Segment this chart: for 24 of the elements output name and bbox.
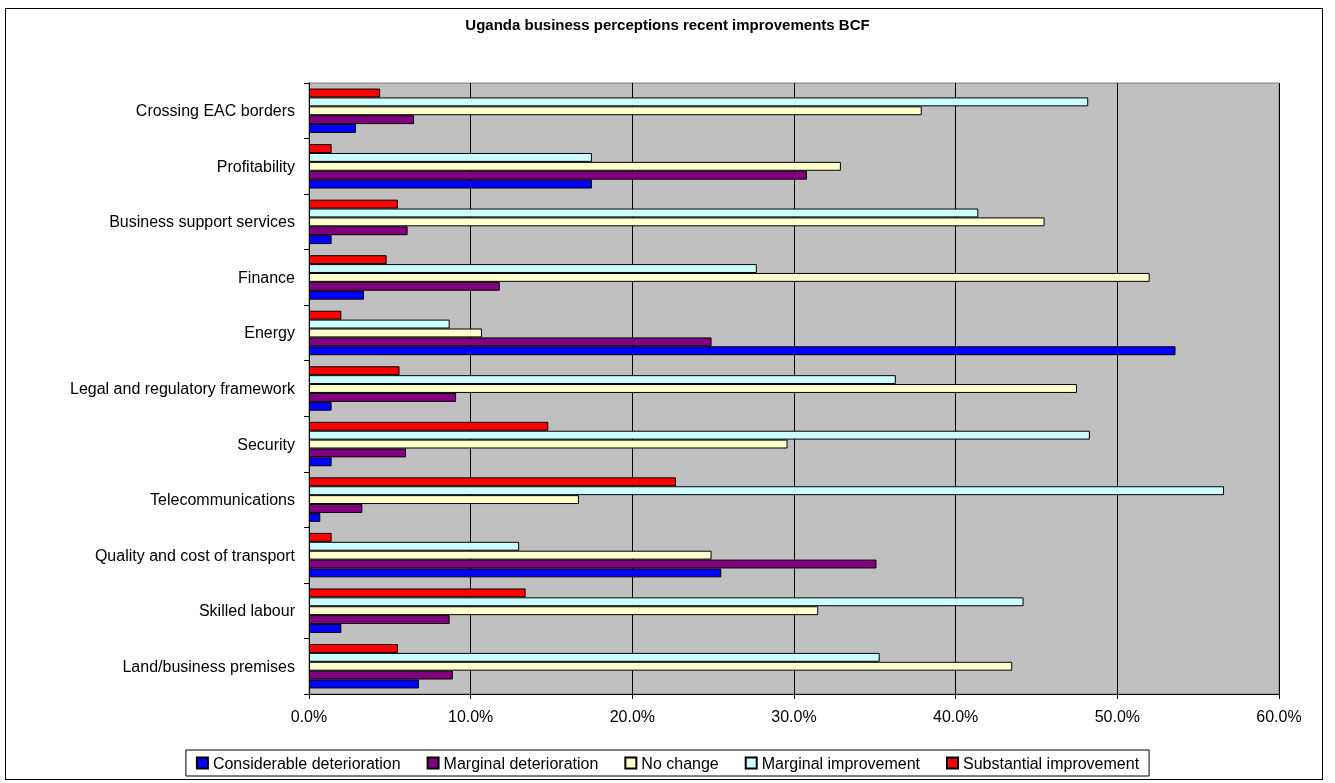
y-tick-label: Security [237,435,295,453]
y-tick-label: Finance [238,268,296,286]
y-tick-label: Business support services [109,213,295,231]
legend-label: Substantial improvement [963,754,1140,772]
x-tick-label: 30.0% [771,707,817,725]
y-tick-label: Land/business premises [122,657,295,675]
y-tick-label: Quality and cost of transport [94,546,296,564]
x-tick-label: 50.0% [1094,707,1141,725]
legend-label: No change [641,754,719,772]
y-tick-label: Skilled labour [198,602,296,620]
legend-label: Marginal improvement [761,754,921,772]
y-tick-label: Energy [244,324,295,342]
legend-label: Marginal deterioration [443,754,599,772]
x-tick-label: 60.0% [1256,707,1302,725]
legend-label: Considerable deterioration [212,754,401,772]
y-tick-label: Telecommunications [150,491,295,509]
y-tick-label: Profitability [216,157,295,175]
chart-title: Uganda business perceptions recent improvements BCF [465,16,870,33]
x-tick-label: 40.0% [932,707,979,725]
x-tick-label: 10.0% [447,707,494,725]
y-tick-label: Legal and regulatory framework [69,380,296,397]
y-tick-label: Crossing EAC borders [135,102,295,120]
x-tick-label: 20.0% [609,707,656,725]
x-tick-label: 0.0% [290,707,328,725]
